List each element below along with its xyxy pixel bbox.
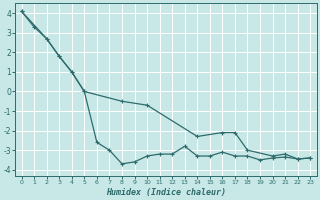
X-axis label: Humidex (Indice chaleur): Humidex (Indice chaleur) [106, 188, 226, 197]
